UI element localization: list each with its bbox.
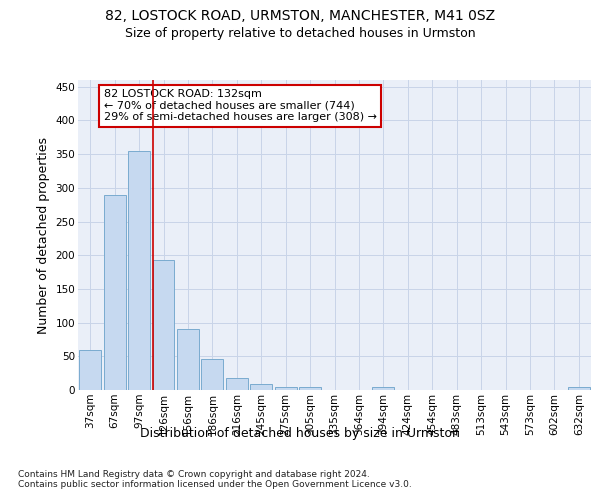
Text: Contains HM Land Registry data © Crown copyright and database right 2024.
Contai: Contains HM Land Registry data © Crown c…	[18, 470, 412, 490]
Bar	[177, 330, 199, 390]
Bar	[202, 359, 223, 390]
Bar	[128, 151, 150, 390]
Bar	[373, 388, 394, 390]
Bar	[299, 386, 321, 390]
Bar	[152, 260, 175, 390]
Text: 82 LOSTOCK ROAD: 132sqm
← 70% of detached houses are smaller (744)
29% of semi-d: 82 LOSTOCK ROAD: 132sqm ← 70% of detache…	[104, 90, 377, 122]
Y-axis label: Number of detached properties: Number of detached properties	[37, 136, 50, 334]
Text: Size of property relative to detached houses in Urmston: Size of property relative to detached ho…	[125, 28, 475, 40]
Bar	[250, 384, 272, 390]
Text: 82, LOSTOCK ROAD, URMSTON, MANCHESTER, M41 0SZ: 82, LOSTOCK ROAD, URMSTON, MANCHESTER, M…	[105, 9, 495, 23]
Text: Distribution of detached houses by size in Urmston: Distribution of detached houses by size …	[140, 428, 460, 440]
Bar	[568, 388, 590, 390]
Bar	[226, 378, 248, 390]
Bar	[104, 194, 125, 390]
Bar	[275, 386, 296, 390]
Bar	[79, 350, 101, 390]
